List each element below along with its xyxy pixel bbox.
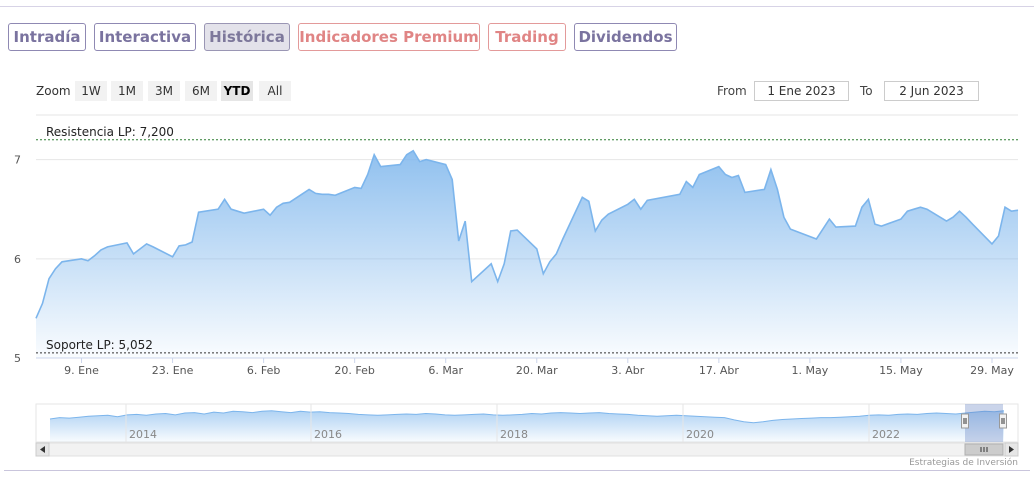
- bottom-divider: [4, 470, 1030, 471]
- chevron-left-icon: [40, 446, 45, 453]
- navigator-year-label: 2016: [314, 428, 342, 441]
- x-tick-label: 6. Feb: [247, 364, 280, 377]
- scrollbar-track: [35, 442, 1019, 457]
- tab-trading[interactable]: Trading: [488, 23, 566, 51]
- x-axis: 9. Ene 23. Ene 6. Feb 20. Feb 6. Mar 20. Mar 3…: [64, 358, 1014, 377]
- chevron-right-icon: [1009, 446, 1014, 453]
- x-tick-label: 1. May: [792, 364, 829, 377]
- navigator-handle-right: [999, 413, 1007, 429]
- navigator-year-label: 2020: [686, 428, 714, 441]
- zoom-button-6m[interactable]: 6M: [185, 81, 217, 101]
- x-tick-label: 23. Ene: [152, 364, 194, 377]
- tab-intradia[interactable]: Intradía: [8, 23, 86, 51]
- x-tick-label: 20. Mar: [516, 364, 558, 377]
- x-tick-label: 17. Abr: [699, 364, 739, 377]
- navigator-line: [49, 410, 1005, 424]
- y-axis: 7 6 5: [14, 154, 21, 365]
- navigator-handle-left: [961, 413, 969, 429]
- resistance-label: Resistencia LP: 7,200: [46, 125, 174, 139]
- y-tick-label: 5: [14, 352, 21, 365]
- support-label: Soporte LP: 5,052: [46, 338, 153, 352]
- x-tick-label: 29. May: [970, 364, 1014, 377]
- x-tick-label: 15. May: [879, 364, 923, 377]
- series-line: [35, 149, 1019, 319]
- navigator-area: [50, 410, 1004, 442]
- credit-text: Estrategias de Inversión: [909, 458, 1018, 468]
- top-divider: [0, 6, 1034, 7]
- scrollbar[interactable]: [35, 442, 1019, 457]
- zoom-button-3m[interactable]: 3M: [148, 81, 180, 101]
- y-tick-label: 7: [14, 154, 21, 167]
- x-tick-label: 9. Ene: [64, 364, 99, 377]
- zoom-button-1m[interactable]: 1M: [111, 81, 143, 101]
- to-label: To: [860, 84, 873, 98]
- zoom-button-ytd[interactable]: YTD: [221, 81, 253, 101]
- tab-interactiva[interactable]: Interactiva: [94, 23, 196, 51]
- x-tick-label: 3. Abr: [611, 364, 644, 377]
- from-label: From: [717, 84, 747, 98]
- zoom-button-1w[interactable]: 1W: [75, 81, 107, 101]
- series-area: [35, 149, 1019, 358]
- navigator-year-label: 2022: [872, 428, 900, 441]
- to-date-input[interactable]: 2 Jun 2023: [884, 81, 979, 101]
- zoom-label: Zoom: [36, 84, 71, 98]
- from-date-input[interactable]: 1 Ene 2023: [754, 81, 849, 101]
- tab-indicadores-premium[interactable]: Indicadores Premium: [298, 23, 480, 51]
- y-tick-label: 6: [14, 253, 21, 266]
- navigator-year-label: 2014: [129, 428, 157, 441]
- tab-dividendos[interactable]: Dividendos: [574, 23, 677, 51]
- series-area-fill: [36, 150, 1018, 358]
- x-tick-label: 6. Mar: [428, 364, 463, 377]
- zoom-button-all[interactable]: All: [259, 81, 291, 101]
- navigator[interactable]: 2014 2016 2018 2020 2022: [35, 403, 1019, 443]
- navigator-selection: [965, 404, 1003, 442]
- x-tick-label: 20. Feb: [334, 364, 374, 377]
- navigator-year-label: 2018: [500, 428, 528, 441]
- tab-historica[interactable]: Histórica: [204, 23, 290, 51]
- plot-lines: Resistencia LP: 7,200 Soporte LP: 5,052: [36, 125, 1018, 354]
